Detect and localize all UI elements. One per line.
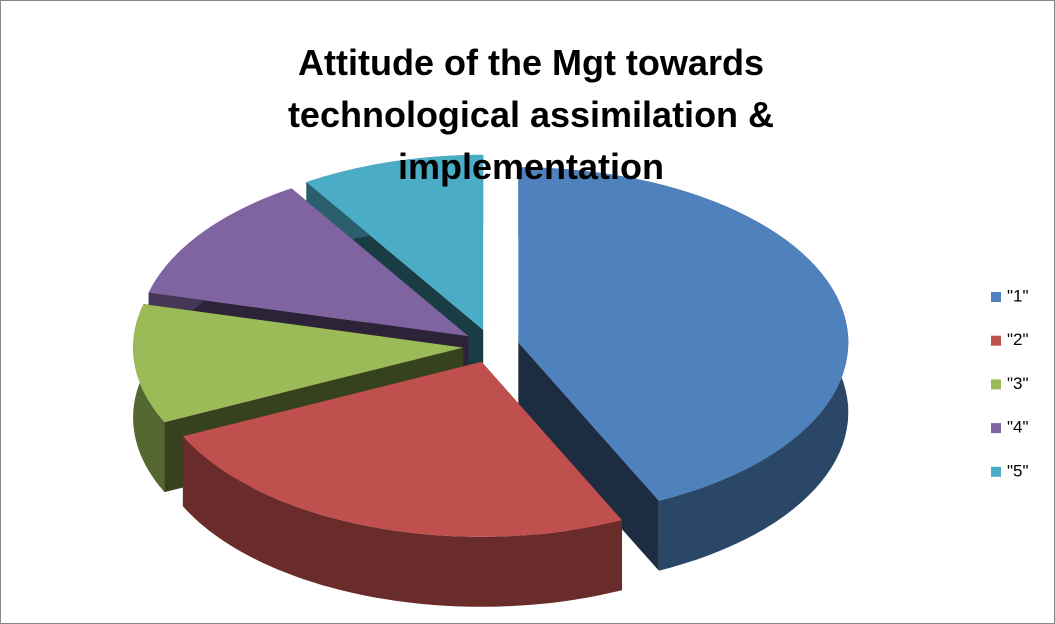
legend-swatch	[991, 335, 1001, 346]
legend-label: "5"	[1007, 461, 1029, 480]
legend-swatch	[991, 379, 1001, 390]
legend-label: "1"	[1007, 286, 1029, 305]
legend-swatch	[991, 466, 1001, 477]
slice-wall	[182, 436, 622, 607]
slice	[148, 188, 469, 337]
slice-side	[518, 342, 659, 571]
slice	[518, 167, 849, 501]
slice	[306, 154, 484, 330]
legend-label: "3"	[1007, 374, 1029, 393]
legend-swatch	[991, 292, 1001, 302]
chart-title: Attitude of the Mgt towards technologica…	[287, 42, 775, 187]
slice	[182, 361, 622, 537]
legend-label: "4"	[1007, 418, 1029, 437]
legend-swatch	[991, 423, 1001, 434]
legend-label: "2"	[1007, 330, 1029, 349]
slice	[133, 304, 464, 423]
